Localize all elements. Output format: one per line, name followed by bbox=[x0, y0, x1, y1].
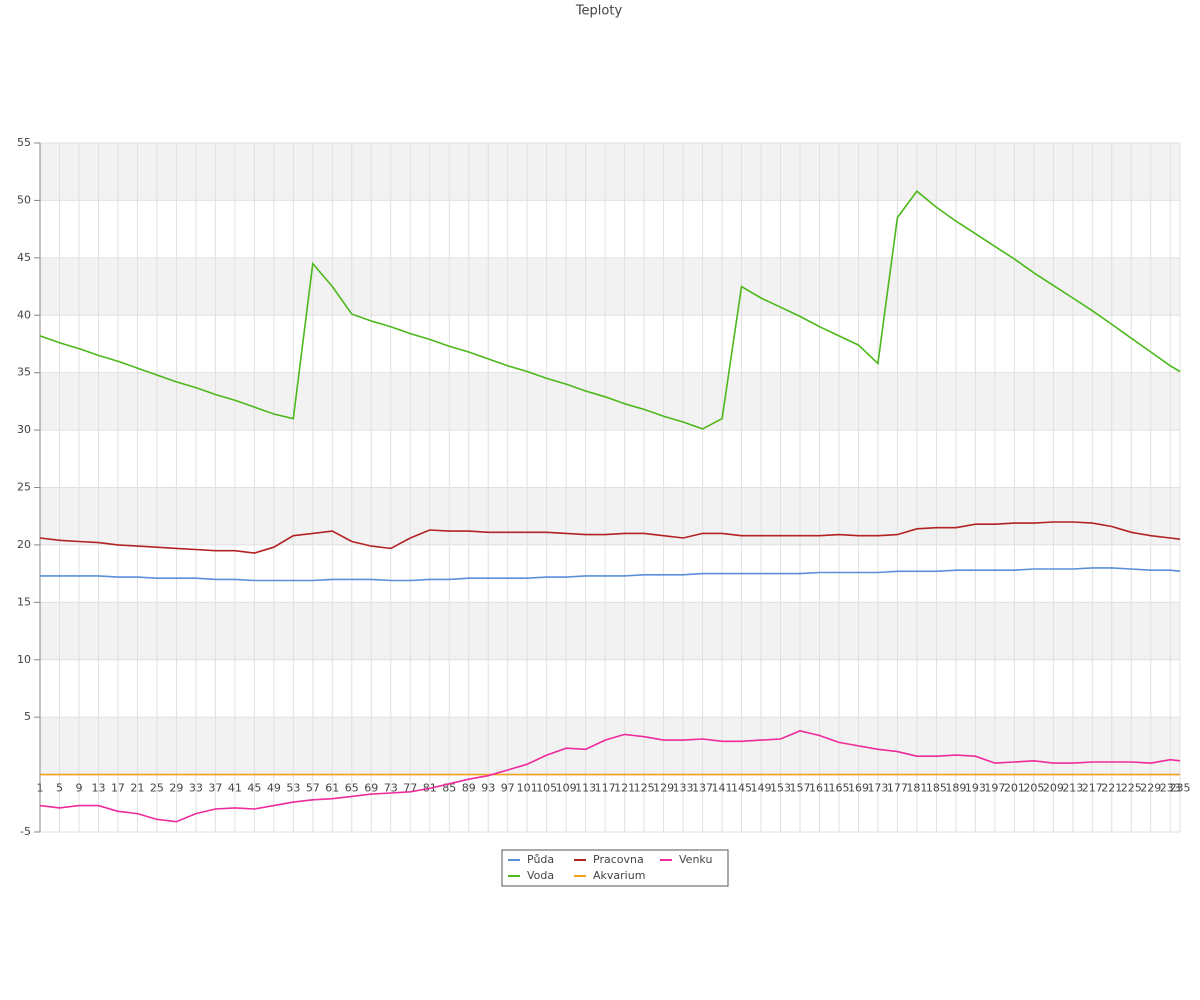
grid-band bbox=[40, 257, 1180, 316]
x-tick-label: 169 bbox=[848, 782, 869, 795]
legend-label: Venku bbox=[679, 853, 712, 866]
series-line bbox=[39, 730, 1181, 823]
x-tick-label: 61 bbox=[325, 782, 339, 795]
x-tick-label: 137 bbox=[692, 782, 713, 795]
x-tick-label: 89 bbox=[462, 782, 476, 795]
x-tick-label: 235 bbox=[1170, 782, 1191, 795]
x-tick-label: 33 bbox=[189, 782, 203, 795]
x-tick-label: 29 bbox=[169, 782, 183, 795]
y-tick-label: 40 bbox=[17, 308, 31, 321]
x-tick-label: 37 bbox=[208, 782, 222, 795]
x-tick-label: 229 bbox=[1140, 782, 1161, 795]
x-tick-label: 109 bbox=[556, 782, 577, 795]
series-line bbox=[39, 190, 1181, 430]
x-tick-label: 141 bbox=[712, 782, 733, 795]
x-tick-label: 53 bbox=[286, 782, 300, 795]
x-tick-label: 213 bbox=[1062, 782, 1083, 795]
x-tick-label: 153 bbox=[770, 782, 791, 795]
x-tick-label: 5 bbox=[56, 782, 63, 795]
y-tick-label: 15 bbox=[17, 595, 31, 608]
x-tick-label: 221 bbox=[1101, 782, 1122, 795]
x-tick-label: 145 bbox=[731, 782, 752, 795]
series-line bbox=[40, 567, 1181, 582]
x-tick-label: 185 bbox=[926, 782, 947, 795]
x-tick-label: 69 bbox=[364, 782, 378, 795]
x-tick-label: 125 bbox=[634, 782, 655, 795]
x-tick-label: 181 bbox=[906, 782, 927, 795]
x-tick-label: 165 bbox=[828, 782, 849, 795]
x-tick-label: 49 bbox=[267, 782, 281, 795]
y-tick-label: 50 bbox=[17, 193, 31, 206]
x-tick-label: 21 bbox=[130, 782, 144, 795]
x-tick-label: 197 bbox=[984, 782, 1005, 795]
x-tick-label: 1 bbox=[37, 782, 44, 795]
legend: Půda Voda Pracovna Akvarium Venku bbox=[501, 849, 729, 887]
x-tick-label: 97 bbox=[501, 782, 515, 795]
x-tick-label: 157 bbox=[790, 782, 811, 795]
x-tick-label: 73 bbox=[384, 782, 398, 795]
x-tick-label: 205 bbox=[1023, 782, 1044, 795]
legend-label: Půda bbox=[527, 853, 554, 866]
y-tick-label: 45 bbox=[17, 251, 31, 264]
chart-title: Teploty bbox=[575, 4, 623, 19]
x-tick-label: 189 bbox=[945, 782, 966, 795]
x-tick-label: 93 bbox=[481, 782, 495, 795]
legend-label: Pracovna bbox=[593, 853, 644, 866]
x-tick-label: 65 bbox=[345, 782, 359, 795]
x-tick-label: 173 bbox=[867, 782, 888, 795]
grid-band bbox=[40, 602, 1180, 660]
y-tick-label: 55 bbox=[17, 136, 31, 149]
x-tick-label: 129 bbox=[653, 782, 674, 795]
grid-band bbox=[40, 143, 1180, 201]
x-tick-label: 233 bbox=[1160, 782, 1181, 795]
x-tick-label: 121 bbox=[614, 782, 635, 795]
y-tick-label: 5 bbox=[24, 710, 31, 723]
y-tick-label: 35 bbox=[17, 366, 31, 379]
x-tick-label: 57 bbox=[306, 782, 320, 795]
legend-label: Akvarium bbox=[593, 869, 645, 882]
x-tick-label: 105 bbox=[536, 782, 557, 795]
x-tick-label: 201 bbox=[1004, 782, 1025, 795]
x-tick-label: 133 bbox=[673, 782, 694, 795]
grid-band bbox=[40, 372, 1180, 431]
y-tick-label: 30 bbox=[17, 423, 31, 436]
x-tick-label: 101 bbox=[517, 782, 538, 795]
x-tick-label: 225 bbox=[1121, 782, 1142, 795]
x-tick-label: 17 bbox=[111, 782, 125, 795]
x-tick-label: 45 bbox=[247, 782, 261, 795]
y-tick-label: 20 bbox=[17, 538, 31, 551]
x-tick-label: 193 bbox=[965, 782, 986, 795]
x-tick-label: 25 bbox=[150, 782, 164, 795]
x-tick-label: 209 bbox=[1043, 782, 1064, 795]
x-tick-label: 117 bbox=[595, 782, 616, 795]
y-tick-label: 25 bbox=[17, 481, 31, 494]
legend-label: Voda bbox=[527, 869, 554, 882]
x-tick-label: 177 bbox=[887, 782, 908, 795]
x-tick-label: 9 bbox=[75, 782, 82, 795]
x-tick-label: 217 bbox=[1082, 782, 1103, 795]
x-tick-label: 149 bbox=[751, 782, 772, 795]
y-tick-label: -5 bbox=[20, 825, 31, 838]
x-tick-label: 113 bbox=[575, 782, 596, 795]
x-tick-label: 41 bbox=[228, 782, 242, 795]
grid-band bbox=[40, 717, 1180, 775]
y-tick-label: 10 bbox=[17, 653, 31, 666]
legend-box bbox=[501, 849, 729, 887]
series-line bbox=[39, 521, 1181, 554]
x-tick-label: 13 bbox=[91, 782, 105, 795]
x-tick-label: 161 bbox=[809, 782, 830, 795]
grid-band bbox=[40, 487, 1180, 545]
